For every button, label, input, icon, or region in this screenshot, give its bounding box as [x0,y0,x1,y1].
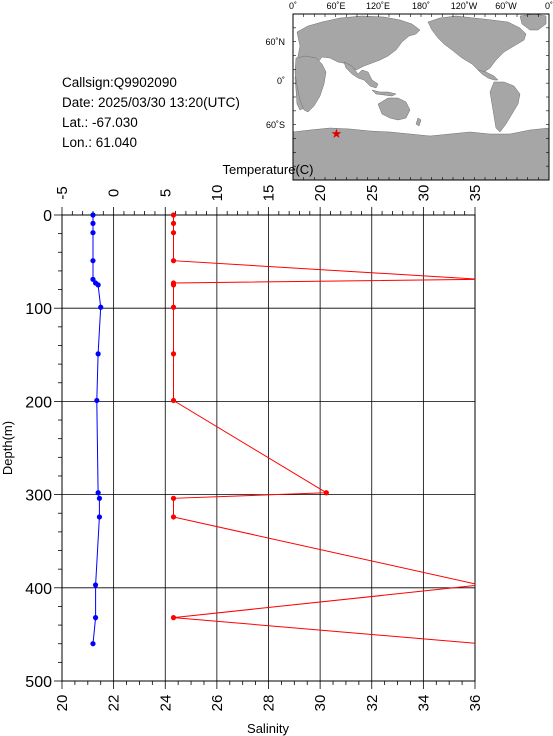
salinity-tick-label: 20 [54,695,71,712]
temperature-tick-label: 15 [261,185,278,202]
land-australia [377,97,411,121]
land-africa [294,55,327,113]
salinity-data-point [94,397,100,404]
temperature-tick-label: 5 [157,189,174,197]
depth-tick-label: 0 [43,208,52,225]
temperature-tick-label: 30 [415,185,432,202]
temperature-data-point [170,220,177,226]
depth-ticks: 0 100 200 300 400 500 [25,208,62,691]
map-lon-label: 60˚W [495,1,517,11]
temperature-axis-label: Temperature(C) [222,162,313,177]
temperature-profile-line [173,215,475,644]
land-newzealand [415,117,422,127]
depth-tick-label: 300 [25,488,52,505]
temperature-ticks: -5 0 5 10 15 20 25 30 35 [54,185,484,215]
land-india-seasia [343,61,379,89]
salinity-tick-label: 24 [157,695,174,712]
salinity-profile-line [92,215,102,644]
temperature-tick-label: -5 [54,186,71,199]
land-south-america [489,81,521,133]
salinity-data-point [90,220,96,226]
temperature-data-point [170,351,177,357]
land-central-america [477,69,499,81]
land-north-america [427,15,527,73]
map-ticks [292,13,550,181]
map-lon-label: 180˚ [412,1,430,11]
float-position-marker: ★ [331,126,343,141]
salinity-tick-label: 30 [312,695,329,712]
callsign-text: Callsign:Q9902090 [62,75,177,90]
temperature-data-point [170,495,177,501]
temperature-tick-label: 35 [467,185,484,202]
salinity-data-point [96,495,103,501]
salinity-tick-label: 28 [261,695,278,712]
salinity-data-point [90,258,96,264]
depth-axis-label: Depth(m) [0,421,15,475]
temperature-data-point [323,490,329,496]
salinity-ticks: 20 22 24 26 28 30 32 34 36 [54,681,484,711]
salinity-tick-label: 32 [364,695,381,712]
salinity-data-point [90,641,96,647]
map-top-labels: 0˚ 60˚E 120˚E 180˚ 120˚W 60˚W 0˚ [289,1,553,11]
salinity-tick-label: 34 [415,695,432,712]
map-lat-labels: 60˚N 0˚ 60˚S [265,37,285,130]
temperature-data-point [170,282,177,288]
plot-grid [61,214,476,682]
land-indonesia [371,89,397,97]
salinity-data-point [95,282,101,288]
salinity-data-point [95,351,101,357]
salinity-data-point [96,514,103,520]
map-lat-label: 60˚S [266,120,285,130]
salinity-data-point [92,582,99,588]
lon-text: Lon.: 61.040 [62,135,137,150]
lat-text: Lat.: -67.030 [62,115,138,130]
depth-tick-label: 200 [25,394,52,411]
salinity-tick-label: 36 [467,695,484,712]
world-map: 0˚ 60˚E 120˚E 180˚ 120˚W 60˚W 0˚ 60˚N 0˚… [265,1,553,181]
salinity-data-point [90,230,96,236]
salinity-data-point [95,490,101,496]
map-land [292,13,550,181]
temperature-data-point [170,230,177,236]
map-lon-label: 120˚W [451,1,478,11]
temperature-tick-label: 0 [106,189,123,197]
salinity-data-point [90,276,96,282]
temperature-tick-label: 10 [209,185,226,202]
map-lon-label: 0˚ [289,1,297,11]
map-lat-label: 60˚N [265,37,285,47]
temperature-tick-label: 20 [312,185,329,202]
salinity-tick-label: 22 [106,695,123,712]
salinity-data-point [98,304,104,310]
salinity-data-point [92,615,99,621]
map-lon-label: 60˚E [326,1,345,11]
temperature-tick-label: 25 [364,185,381,202]
temperature-data-point [170,397,177,404]
map-lat-label: 0˚ [277,76,285,86]
salinity-data-point [90,212,96,218]
salinity-axis-label: Salinity [247,721,289,736]
depth-tick-label: 400 [25,581,52,598]
temperature-data-point [170,514,177,520]
map-lon-label: 0˚ [545,1,553,11]
series-layer [90,212,475,647]
depth-tick-label: 100 [25,301,52,318]
profile-plot: -5 0 5 10 15 20 25 30 35 20 22 24 26 28 30 32 34 36 0100… [0,162,484,736]
depth-tick-label: 500 [25,674,52,691]
temperature-data-point [170,258,177,264]
temperature-data-point [170,304,177,310]
station-info: Callsign:Q9902090 Date: 2025/03/30 13:20… [62,75,240,150]
temperature-data-point [170,615,177,621]
map-lon-label: 120˚E [366,1,390,11]
temperature-data-point [170,212,177,218]
date-text: Date: 2025/03/30 13:20(UTC) [62,95,240,110]
salinity-tick-label: 26 [209,695,226,712]
